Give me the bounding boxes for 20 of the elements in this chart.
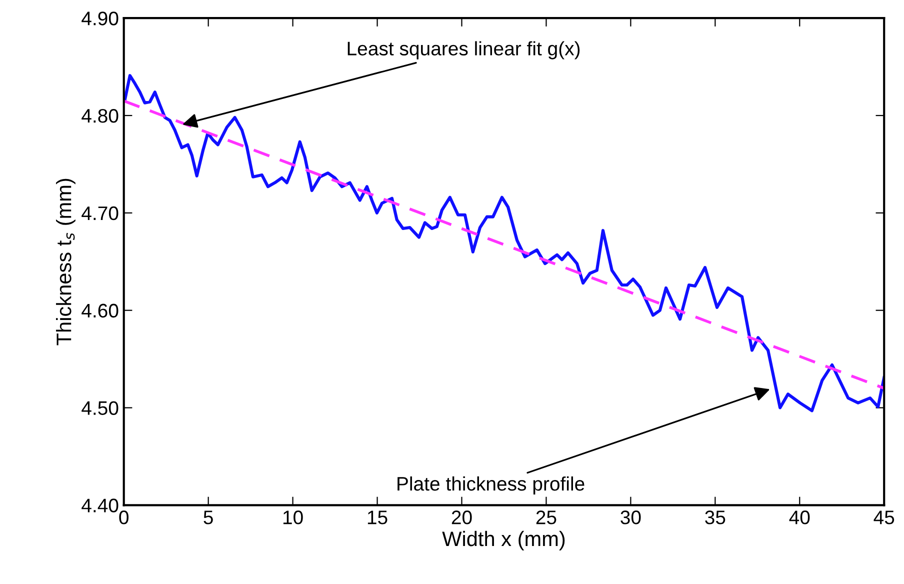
y-tick-label: 4.70 bbox=[82, 206, 118, 220]
x-tick-label: 30 bbox=[620, 510, 641, 524]
x-tick-label: 25 bbox=[536, 510, 556, 524]
x-tick-label: 5 bbox=[204, 510, 213, 524]
x-tick-label: 45 bbox=[874, 510, 894, 524]
x-tick-label: 15 bbox=[368, 510, 388, 524]
x-tick-label: 20 bbox=[452, 510, 472, 524]
x-tick-label: 35 bbox=[705, 510, 726, 524]
y-tick-label: 4.80 bbox=[82, 108, 118, 123]
annotation: Least squares linear fit g(x) bbox=[348, 41, 580, 60]
y-tick-label: 4.60 bbox=[82, 304, 118, 318]
y-axis-title: Thickness t$_{s}$ (mm) bbox=[56, 178, 76, 346]
y-tick-label: 4.40 bbox=[82, 498, 118, 512]
x-axis-title: Width x (mm) bbox=[442, 530, 565, 550]
x-tick-label: 0 bbox=[119, 510, 128, 524]
y-tick-label: 4.90 bbox=[82, 12, 118, 26]
x-tick-label: 40 bbox=[789, 510, 810, 524]
annotation: Plate thickness profile bbox=[398, 476, 584, 495]
y-tick-label: 4.50 bbox=[82, 401, 118, 415]
x-tick-label: 10 bbox=[283, 510, 303, 524]
